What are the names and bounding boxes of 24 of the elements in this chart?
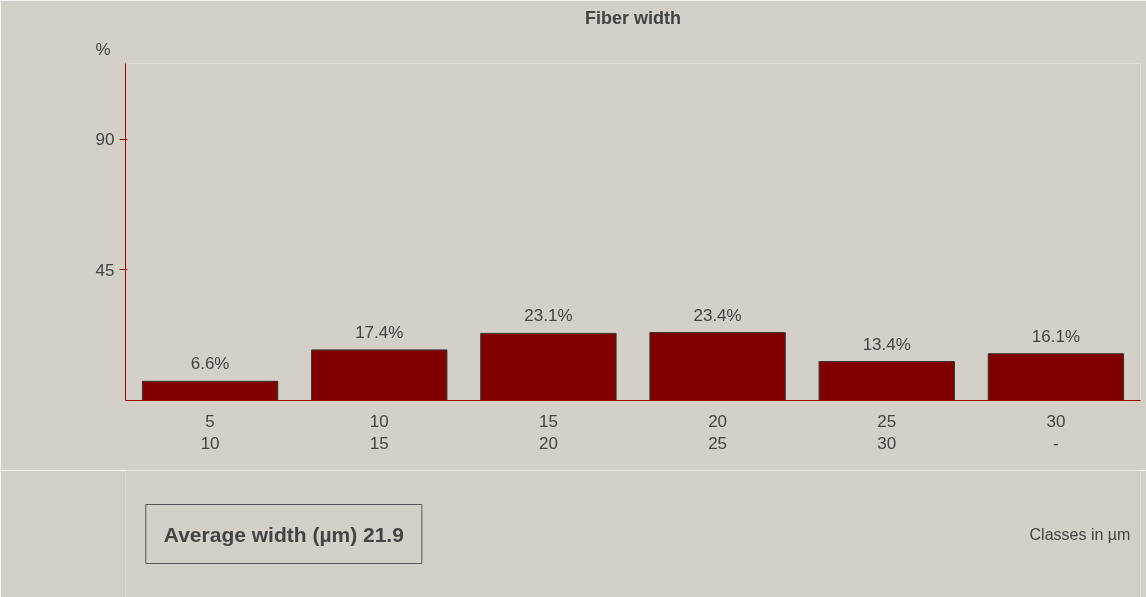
data-label: 23.1%	[524, 306, 573, 326]
bar	[311, 349, 448, 401]
bar	[649, 332, 786, 401]
data-label: 6.6%	[190, 354, 230, 374]
x-tick-label: 5 10	[200, 411, 220, 454]
x-tick-label: 25 30	[877, 411, 897, 454]
bar	[141, 380, 279, 401]
bar	[987, 353, 1125, 401]
chart-title: Fiber width	[585, 7, 681, 28]
bar	[480, 332, 617, 401]
y-tick-label: 90	[95, 130, 115, 150]
x-tick-label: 15 20	[538, 411, 558, 454]
x-tick-label: 10 15	[369, 411, 389, 454]
data-label: 23.4%	[693, 305, 742, 325]
data-label: 16.1%	[1031, 326, 1081, 346]
y-axis-title: %	[95, 39, 111, 59]
y-tick-label: 45	[95, 260, 115, 280]
x-tick-label: 20 25	[708, 411, 728, 454]
x-tick-label: 30 -	[1046, 411, 1066, 454]
data-label: 13.4%	[862, 334, 911, 354]
data-label: 17.4%	[355, 322, 404, 342]
text: Average width (µm) 21.9	[163, 522, 404, 546]
text: Classes in µm	[1029, 525, 1131, 543]
bar	[818, 361, 955, 401]
